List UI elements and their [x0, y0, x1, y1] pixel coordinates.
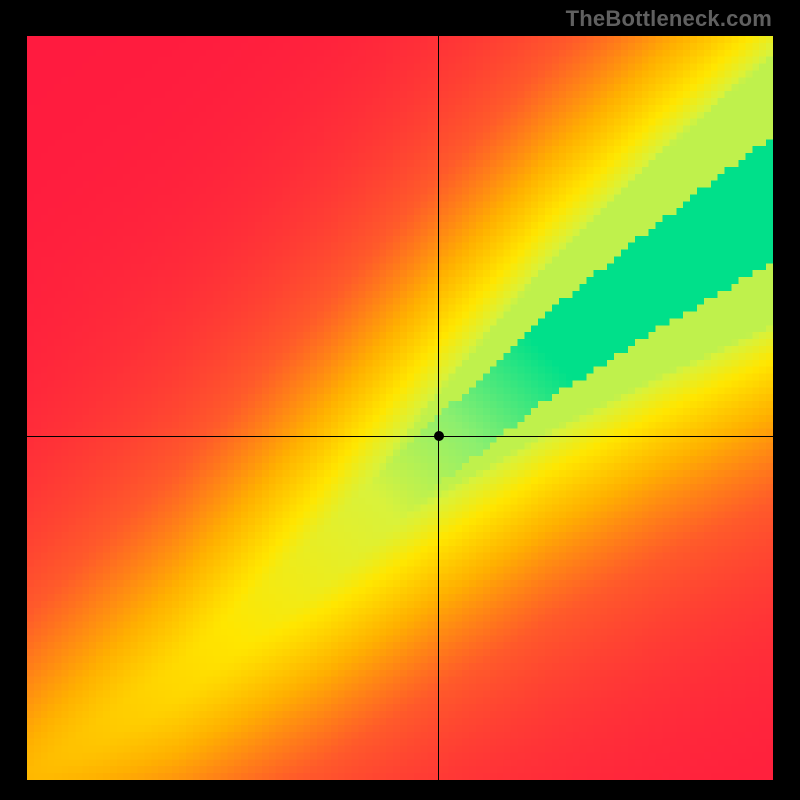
heatmap-canvas [27, 36, 773, 780]
chart-container: TheBottleneck.com [0, 0, 800, 800]
watermark-text: TheBottleneck.com [566, 6, 772, 32]
plot-area [27, 36, 773, 780]
crosshair-horizontal [27, 436, 773, 437]
crosshair-marker [434, 431, 444, 441]
crosshair-vertical [438, 36, 439, 780]
